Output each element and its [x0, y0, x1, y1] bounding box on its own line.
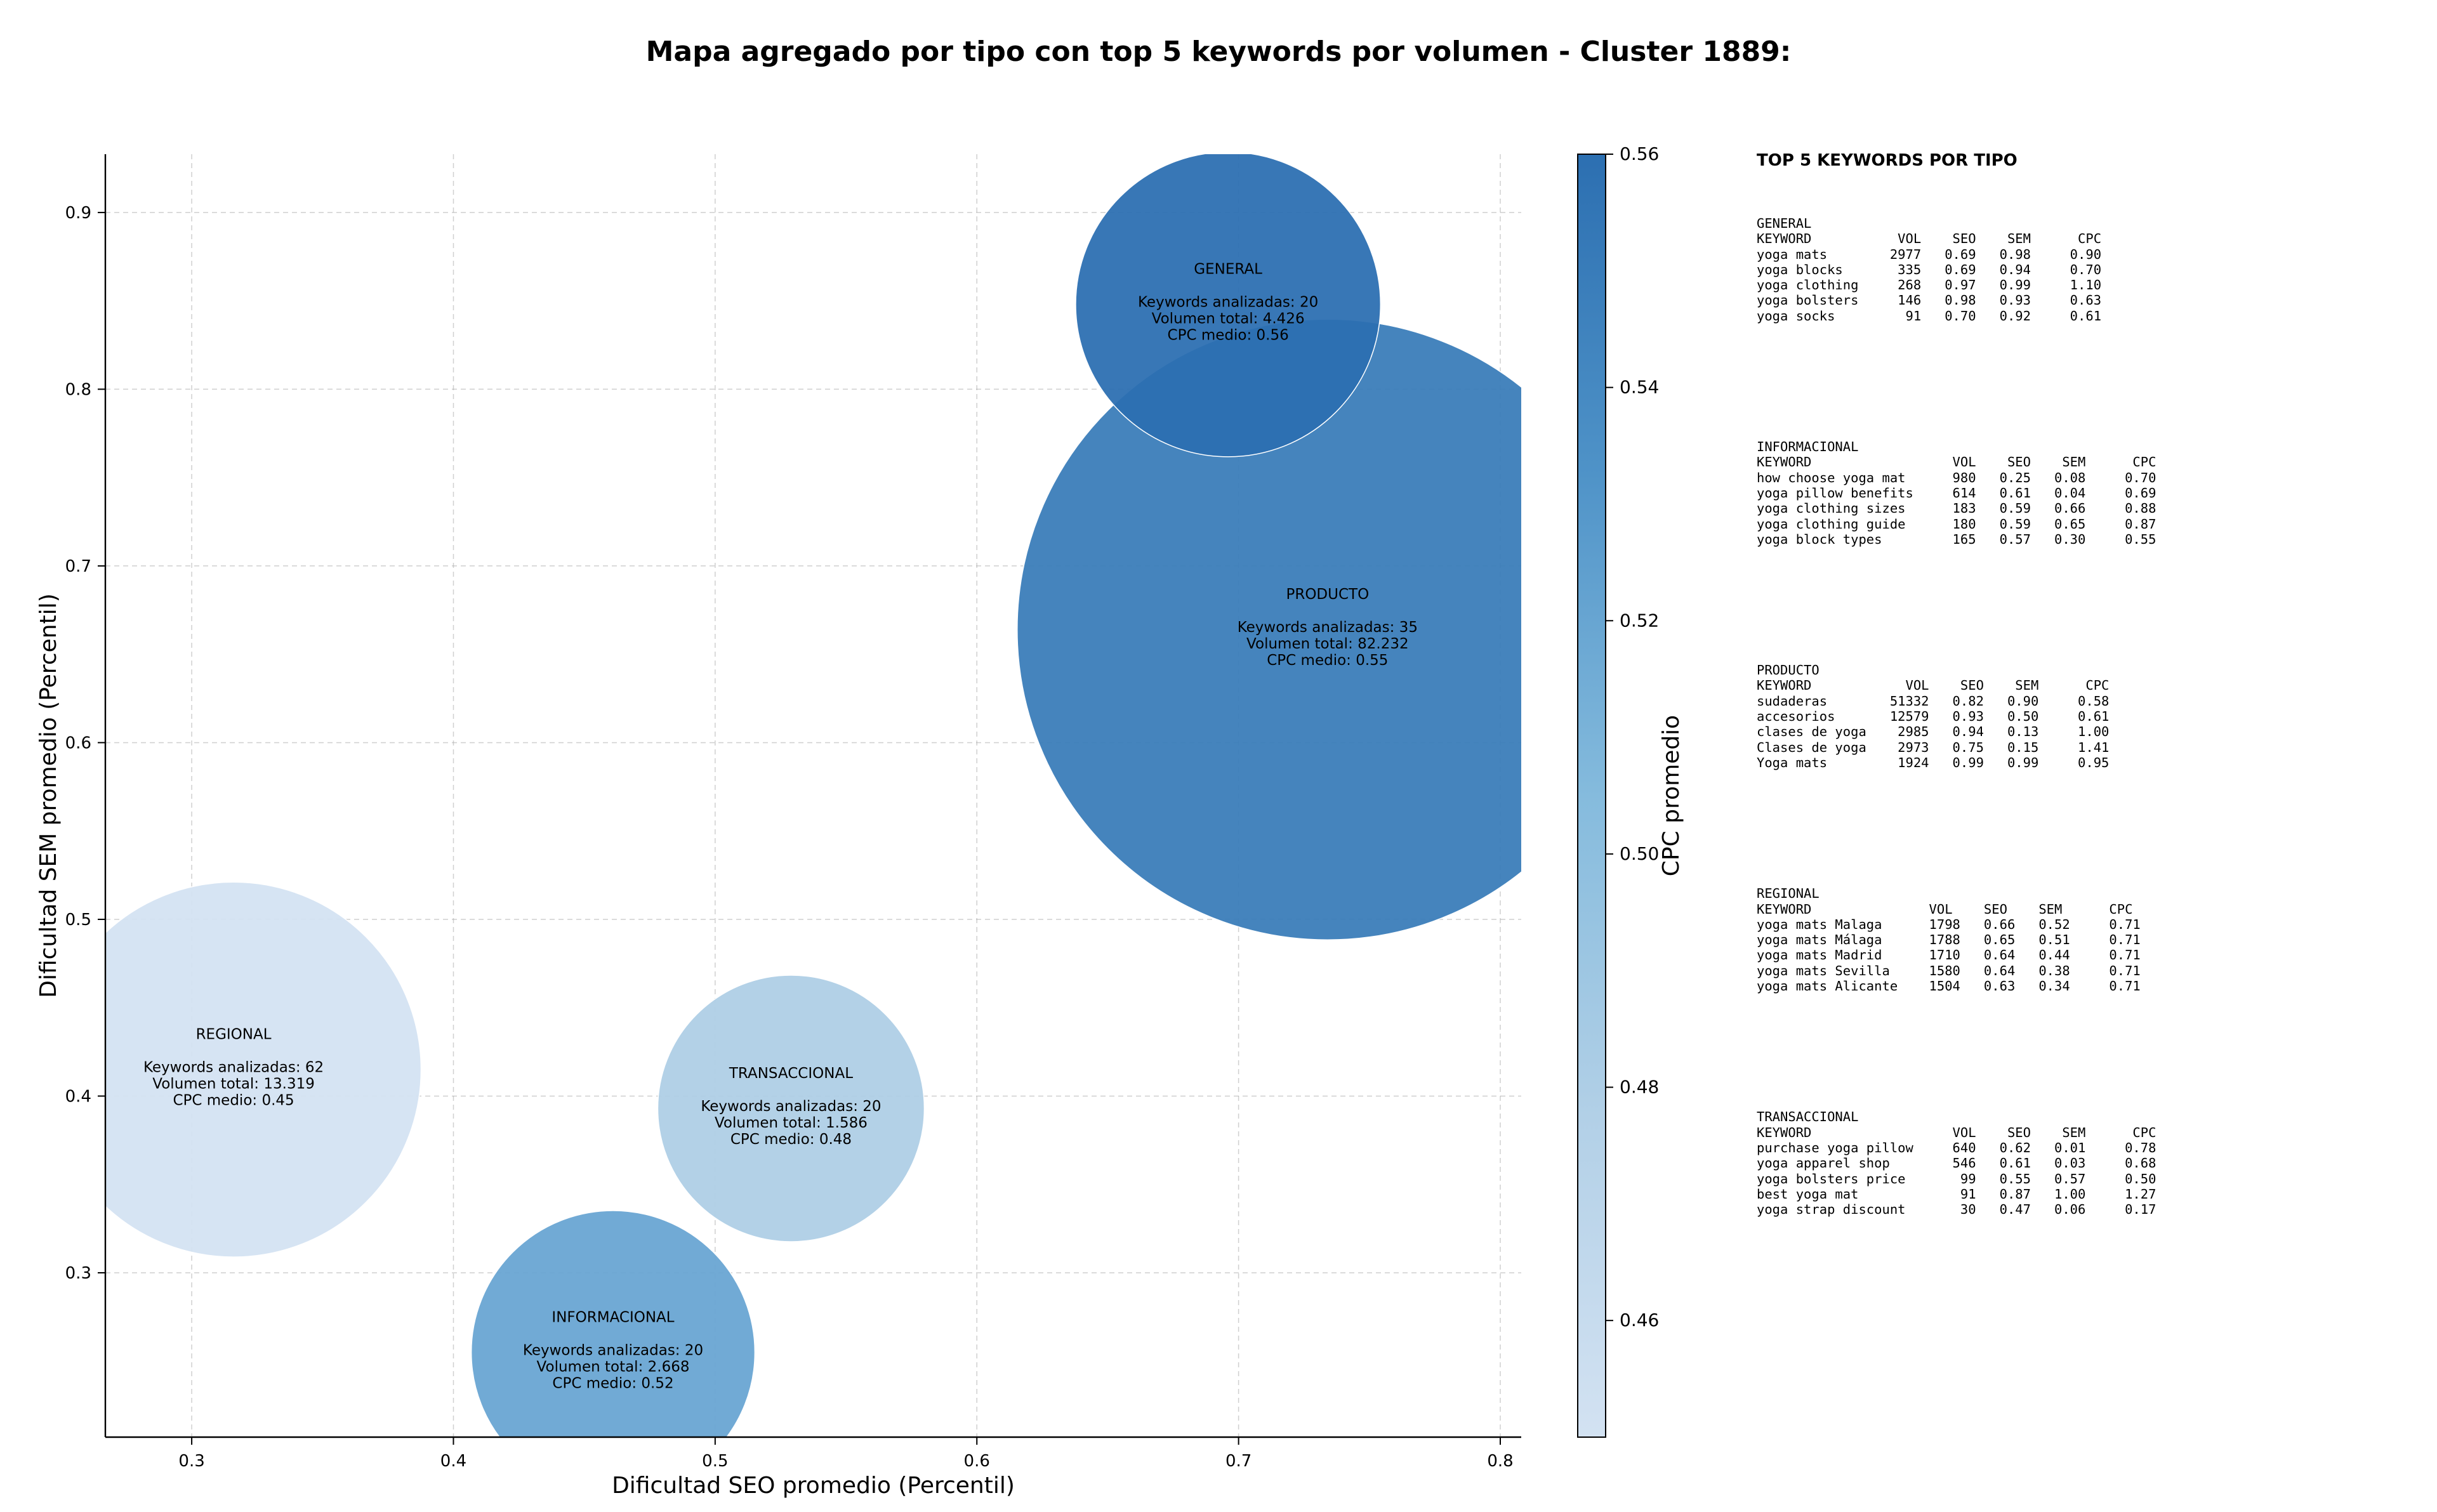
keyword-row: sudaderas 51332 0.82 0.90 0.58	[1757, 693, 2110, 709]
keyword-row: yoga strap discount 30 0.47 0.06 0.17	[1757, 1202, 2156, 1218]
bubble-cpc-label: CPC medio: 0.55	[1267, 652, 1388, 669]
block-header: KEYWORD VOL SEO SEM CPC	[1757, 1124, 2156, 1140]
y-tick-label: 0.8	[65, 380, 91, 399]
keyword-row: yoga clothing 268 0.97 0.99 1.10	[1757, 277, 2102, 293]
bubble-volume-label: Volumen total: 1.586	[715, 1115, 868, 1131]
block-type-label: REGIONAL	[1757, 886, 1819, 902]
type-block-informacional: INFORMACIONAL KEYWORD VOL SEO SEM CPC ho…	[1757, 439, 2429, 547]
keyword-row: yoga bolsters 146 0.98 0.93 0.63	[1757, 293, 2102, 308]
bubble-volume-label: Volumen total: 82.232	[1246, 636, 1409, 652]
keyword-row: yoga mats Málaga 1788 0.65 0.51 0.71	[1757, 932, 2141, 948]
y-tick-label: 0.4	[65, 1087, 91, 1106]
block-type-label: INFORMACIONAL	[1757, 439, 1859, 455]
keyword-row: clases de yoga 2985 0.94 0.13 1.00	[1757, 724, 2110, 740]
block-type-label: GENERAL	[1757, 216, 1812, 231]
bubble-keywords-label: Keywords analizadas: 20	[701, 1098, 881, 1115]
bubble-keywords-label: Keywords analizadas: 20	[523, 1342, 703, 1358]
keyword-row: yoga bolsters price 99 0.55 0.57 0.50	[1757, 1171, 2156, 1187]
keyword-row: yoga mats Alicante 1504 0.63 0.34 0.71	[1757, 978, 2141, 994]
bubble-type-label: REGIONAL	[196, 1027, 272, 1043]
bubble-general	[1075, 154, 1381, 457]
x-tick-label: 0.3	[178, 1452, 204, 1471]
type-block-producto: PRODUCTO KEYWORD VOL SEO SEM CPC sudader…	[1757, 662, 2429, 770]
bubble-keywords-label: Keywords analizadas: 20	[1138, 294, 1318, 311]
bubble-keywords-label: Keywords analizadas: 62	[143, 1060, 324, 1076]
bubble-type-label: GENERAL	[1194, 261, 1262, 278]
y-tick-label: 0.7	[65, 557, 91, 576]
x-axis-label: Dificultad SEO promedio (Percentil)	[612, 1473, 1015, 1499]
block-header: KEYWORD VOL SEO SEM CPC	[1757, 901, 2133, 917]
keyword-row: yoga blocks 335 0.69 0.94 0.70	[1757, 261, 2102, 277]
keyword-row: yoga clothing guide 180 0.59 0.65 0.87	[1757, 516, 2156, 532]
bubble-volume-label: Volumen total: 13.319	[152, 1076, 315, 1093]
top-keywords-panel: TOP 5 KEYWORDS POR TIPO GENERAL KEYWORD …	[1757, 151, 2429, 1332]
keyword-row: yoga pillow benefits 614 0.61 0.04 0.69	[1757, 485, 2156, 501]
x-tick-label: 0.6	[964, 1452, 990, 1471]
bubble-cpc-label: CPC medio: 0.56	[1168, 327, 1289, 344]
block-header: KEYWORD VOL SEO SEM CPC	[1757, 678, 2110, 694]
colorbar-gradient	[1577, 154, 1606, 1438]
keyword-row: yoga mats Madrid 1710 0.64 0.44 0.71	[1757, 947, 2141, 963]
bubble-cpc-label: CPC medio: 0.45	[173, 1093, 294, 1109]
keyword-row: purchase yoga pillow 640 0.62 0.01 0.78	[1757, 1140, 2156, 1155]
colorbar-label: CPC promedio	[1658, 715, 1684, 876]
chart-title: Mapa agregado por tipo con top 5 keyword…	[645, 36, 1792, 68]
colorbar-tick-label: 0.56	[1620, 143, 1659, 164]
y-axis-label: Dificultad SEM promedio (Percentil)	[36, 593, 62, 998]
keyword-row: how choose yoga mat 980 0.25 0.08 0.70	[1757, 470, 2156, 485]
bubble-type-label: PRODUCTO	[1286, 586, 1369, 603]
bubble-type-label: TRANSACCIONAL	[729, 1065, 853, 1082]
keyword-row: yoga apparel shop 546 0.61 0.03 0.68	[1757, 1155, 2156, 1171]
colorbar-tick-label: 0.46	[1620, 1310, 1659, 1331]
panel-title: TOP 5 KEYWORDS POR TIPO	[1757, 151, 2018, 170]
keyword-row: accesorios 12579 0.93 0.50 0.61	[1757, 709, 2110, 725]
keyword-row: yoga clothing sizes 183 0.59 0.66 0.88	[1757, 501, 2156, 516]
keyword-row: Yoga mats 1924 0.99 0.99 0.95	[1757, 754, 2110, 770]
y-tick-label: 0.3	[65, 1264, 91, 1283]
colorbar-tick-label: 0.48	[1620, 1077, 1659, 1098]
colorbar: 0.46 0.48 0.50 0.52 0.54 0.56 CPC promedio	[1577, 143, 1684, 1438]
x-tick-label: 0.5	[702, 1452, 728, 1471]
bubble-regional	[105, 881, 422, 1258]
block-type-label: TRANSACCIONAL	[1757, 1109, 1859, 1125]
bubble-volume-label: Volumen total: 2.668	[537, 1358, 690, 1375]
colorbar-tick-label: 0.54	[1620, 377, 1659, 398]
keyword-row: yoga mats Malaga 1798 0.66 0.52 0.71	[1757, 916, 2141, 932]
type-block-transaccional: TRANSACCIONAL KEYWORD VOL SEO SEM CPC pu…	[1757, 1109, 2429, 1217]
block-header: KEYWORD VOL SEO SEM CPC	[1757, 231, 2102, 247]
bubble-transaccional	[657, 975, 925, 1242]
keyword-row: yoga mats Sevilla 1580 0.64 0.38 0.71	[1757, 963, 2141, 978]
keyword-row: best yoga mat 91 0.87 1.00 1.27	[1757, 1186, 2156, 1202]
x-tick-label: 0.4	[440, 1452, 466, 1471]
y-tick-label: 0.5	[65, 910, 91, 930]
bubble-type-label: INFORMACIONAL	[551, 1309, 674, 1325]
colorbar-tick-label: 0.52	[1620, 610, 1659, 631]
bubble-keywords-label: Keywords analizadas: 35	[1238, 619, 1418, 636]
bubble-informacional	[470, 1210, 756, 1437]
y-tick-label: 0.9	[65, 204, 91, 223]
keyword-row: yoga mats 2977 0.69 0.98 0.90	[1757, 246, 2102, 262]
y-tick-label: 0.6	[65, 733, 91, 753]
x-tick-label: 0.8	[1487, 1452, 1513, 1471]
keyword-row: Clases de yoga 2973 0.75 0.15 1.41	[1757, 739, 2110, 755]
type-block-regional: REGIONAL KEYWORD VOL SEO SEM CPC yoga ma…	[1757, 886, 2429, 994]
keyword-row: yoga socks 91 0.70 0.92 0.61	[1757, 308, 2102, 324]
x-tick-label: 0.7	[1225, 1452, 1252, 1471]
bubble-volume-label: Volumen total: 4.426	[1152, 311, 1305, 327]
block-type-label: PRODUCTO	[1757, 662, 1819, 678]
colorbar-tick-label: 0.50	[1620, 843, 1659, 864]
axes: 0.3 0.4 0.5 0.6 0.7 0.8 0.3 0.4 0.5 0.6 0.7 0.8 0.9 D…	[36, 154, 1521, 1499]
block-header: KEYWORD VOL SEO SEM CPC	[1757, 454, 2156, 470]
type-block-general: GENERAL KEYWORD VOL SEO SEM CPC yoga mat…	[1757, 216, 2429, 324]
bubble-cpc-label: CPC medio: 0.52	[552, 1375, 673, 1391]
keyword-row: yoga block types 165 0.57 0.30 0.55	[1757, 531, 2156, 547]
bubble-cpc-label: CPC medio: 0.48	[730, 1131, 852, 1148]
